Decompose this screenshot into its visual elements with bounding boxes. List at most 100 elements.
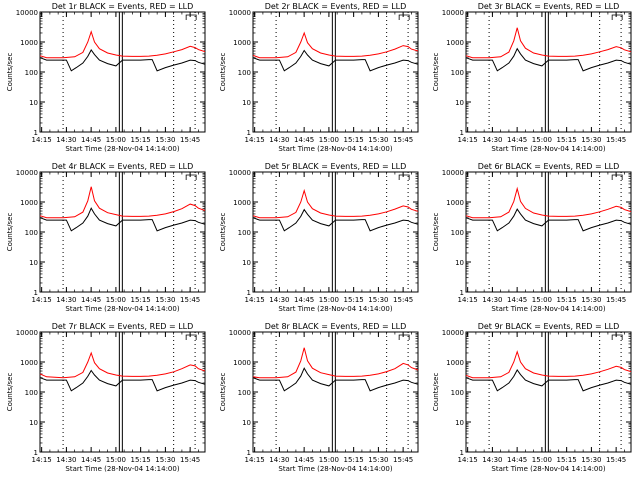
y-tick-label: 100 [238, 69, 251, 77]
y-tick-label: 10 [455, 99, 464, 107]
y-tick-label: 100 [25, 229, 38, 237]
y-tick-label: 100 [451, 389, 464, 397]
series-line-events [465, 369, 632, 392]
detector-panel: Det 2r BLACK = Events, RED = LLD 1 10 100 10… [213, 0, 426, 160]
series-line-events [252, 208, 419, 232]
x-axis-label: Start Time (28-Nov-04 14:14:00) [65, 145, 179, 153]
y-tick-label: 100 [25, 69, 38, 77]
y-tick-label: 1 [460, 449, 464, 457]
y-tick-label: 1000 [20, 359, 38, 367]
x-axis-label: Start Time (28-Nov-04 14:14:00) [491, 145, 605, 153]
detector-panel: Det 9r BLACK = Events, RED = LLD 1 10 100 10… [426, 320, 639, 480]
y-axis-label: Counts/sec [432, 373, 440, 412]
series-line-events [39, 207, 206, 232]
detector-panel: Det 6r BLACK = Events, RED = LLD 1 10 100 10… [426, 160, 639, 320]
series-line-lld [252, 31, 419, 59]
series-line-events [252, 49, 419, 72]
chart-svg: Det 1r BLACK = Events, RED = LLD 1 10 100 10… [6, 2, 206, 153]
series-line-events [465, 47, 632, 72]
x-tick-label: 15:30 [581, 136, 601, 144]
y-axis-label: Counts/sec [6, 213, 14, 252]
x-tick-label: 14:45 [507, 456, 527, 464]
y-tick-label: 1000 [446, 39, 464, 47]
x-tick-label: 14:15 [245, 456, 265, 464]
y-tick-label: 1 [34, 449, 38, 457]
y-tick-label: 10000 [229, 9, 251, 17]
y-tick-label: 100 [25, 389, 38, 397]
y-axis-label: Counts/sec [6, 373, 14, 412]
x-tick-label: 14:45 [294, 296, 314, 304]
y-tick-label: 10000 [229, 329, 251, 337]
top-bracket-mark [185, 174, 197, 180]
y-tick-label: 10000 [229, 169, 251, 177]
x-tick-label: 14:45 [294, 136, 314, 144]
y-tick-label: 10 [29, 259, 38, 267]
y-tick-label: 10 [242, 259, 251, 267]
x-tick-label: 15:45 [606, 136, 626, 144]
x-tick-label: 15:15 [131, 136, 151, 144]
x-tick-label: 14:30 [482, 296, 502, 304]
x-tick-label: 14:15 [245, 296, 265, 304]
top-bracket-mark [611, 334, 623, 340]
detector-panel: Det 5r BLACK = Events, RED = LLD 1 10 100 10… [213, 160, 426, 320]
y-tick-label: 10 [455, 259, 464, 267]
x-tick-label: 15:15 [131, 296, 151, 304]
y-tick-label: 1000 [20, 39, 38, 47]
y-tick-label: 1 [460, 129, 464, 137]
x-tick-label: 14:30 [56, 456, 76, 464]
detector-panel: Det 1r BLACK = Events, RED = LLD 1 10 100 10… [0, 0, 213, 160]
x-tick-label: 14:45 [507, 296, 527, 304]
x-tick-label: 15:00 [532, 296, 552, 304]
x-axis-label: Start Time (28-Nov-04 14:14:00) [65, 465, 179, 473]
x-tick-label: 15:00 [532, 456, 552, 464]
series-line-events [39, 369, 206, 392]
y-tick-label: 1000 [446, 359, 464, 367]
chart-svg: Det 5r BLACK = Events, RED = LLD 1 10 100 10… [219, 162, 419, 313]
x-axis-label: Start Time (28-Nov-04 14:14:00) [278, 305, 392, 313]
chart-title: Det 2r BLACK = Events, RED = LLD [265, 2, 407, 11]
series-line-lld [465, 27, 632, 59]
x-tick-label: 15:00 [106, 456, 126, 464]
x-tick-label: 14:15 [458, 136, 478, 144]
x-tick-label: 15:00 [319, 296, 339, 304]
series-line-lld [465, 186, 632, 219]
top-bracket-mark [398, 174, 410, 180]
chart-title: Det 8r BLACK = Events, RED = LLD [265, 322, 407, 331]
x-tick-label: 15:30 [581, 296, 601, 304]
x-tick-label: 14:30 [482, 456, 502, 464]
y-tick-label: 1 [460, 289, 464, 297]
y-tick-label: 1000 [446, 199, 464, 207]
y-axis-label: Counts/sec [432, 213, 440, 252]
x-axis-label: Start Time (28-Nov-04 14:14:00) [65, 305, 179, 313]
x-tick-label: 14:30 [56, 136, 76, 144]
series-line-lld [252, 188, 419, 219]
chart-svg: Det 3r BLACK = Events, RED = LLD 1 10 100 10… [432, 2, 632, 153]
top-bracket-mark [611, 174, 623, 180]
y-axis-label: Counts/sec [219, 213, 227, 252]
y-tick-label: 1000 [20, 199, 38, 207]
y-axis-label: Counts/sec [6, 53, 14, 92]
x-tick-label: 15:45 [606, 296, 626, 304]
x-tick-label: 14:15 [458, 296, 478, 304]
y-tick-label: 10000 [442, 9, 464, 17]
chart-svg: Det 4r BLACK = Events, RED = LLD 1 10 100 10… [6, 162, 206, 313]
chart-title: Det 9r BLACK = Events, RED = LLD [478, 322, 620, 331]
series-line-lld [39, 30, 206, 59]
y-tick-label: 1 [247, 129, 251, 137]
x-tick-label: 15:15 [131, 456, 151, 464]
y-tick-label: 100 [451, 229, 464, 237]
x-tick-label: 15:15 [344, 136, 364, 144]
x-tick-label: 15:15 [344, 296, 364, 304]
y-tick-label: 10000 [16, 329, 38, 337]
y-tick-label: 10000 [16, 9, 38, 17]
series-line-lld [39, 351, 206, 379]
x-tick-label: 15:30 [368, 296, 388, 304]
x-tick-label: 14:30 [482, 136, 502, 144]
series-line-events [39, 49, 206, 72]
x-tick-label: 15:45 [393, 136, 413, 144]
series-line-lld [39, 186, 206, 219]
x-tick-label: 15:30 [155, 136, 175, 144]
chart-title: Det 3r BLACK = Events, RED = LLD [478, 2, 620, 11]
series-line-lld [465, 350, 632, 379]
